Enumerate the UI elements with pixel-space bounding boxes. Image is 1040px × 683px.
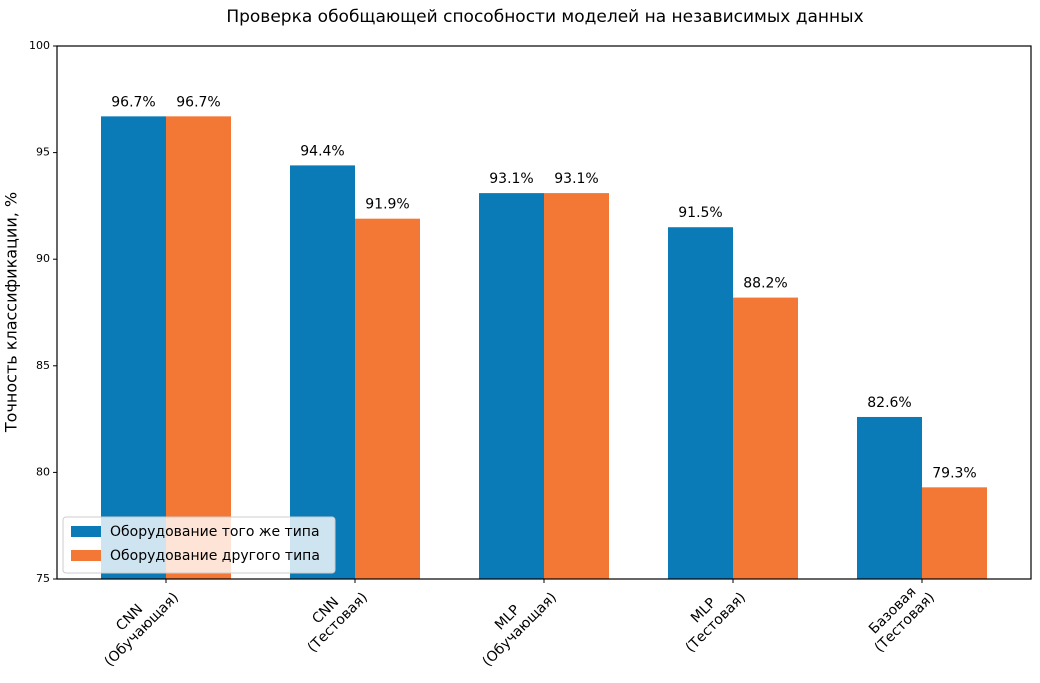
value-label: 88.2% xyxy=(743,276,787,292)
bar xyxy=(290,165,355,579)
bar xyxy=(668,227,733,579)
bar xyxy=(857,416,922,579)
legend-swatch xyxy=(71,550,101,561)
bar xyxy=(166,116,231,579)
value-label: 93.1% xyxy=(554,171,598,187)
x-tick-label-group: CNN(Тестовая) xyxy=(305,590,371,656)
x-tick-label-group: MLP(Тестовая) xyxy=(683,590,749,656)
value-label: 82.6% xyxy=(867,395,911,411)
x-tick-label-group: MLP(Обучающая) xyxy=(480,590,560,670)
x-tick-label: (Тестовая) xyxy=(305,590,371,656)
legend-label: Оборудование того же типа xyxy=(110,524,320,540)
bar xyxy=(544,193,609,579)
bar xyxy=(479,193,544,579)
bar xyxy=(733,297,798,579)
y-tick-label: 80 xyxy=(36,465,50,478)
bar xyxy=(922,487,987,579)
y-tick-label: 90 xyxy=(36,252,50,265)
bar xyxy=(101,116,166,579)
y-tick-label: 75 xyxy=(36,572,50,585)
value-label: 91.9% xyxy=(365,197,409,213)
legend-label: Оборудование другого типа xyxy=(110,548,320,564)
legend-swatch xyxy=(71,526,101,537)
value-label: 96.7% xyxy=(111,94,155,110)
y-tick-label: 85 xyxy=(36,359,50,372)
x-tick-label: (Обучающая) xyxy=(102,590,182,670)
x-tick-label-group: CNN(Обучающая) xyxy=(102,590,182,670)
y-tick-label: 100 xyxy=(29,39,50,52)
chart-title: Проверка обобщающей способности моделей … xyxy=(226,7,863,27)
value-label: 93.1% xyxy=(489,171,533,187)
y-axis-label: Точность классификации, % xyxy=(2,192,21,433)
y-tick-label: 95 xyxy=(36,146,50,159)
x-tick-label-group: Базовая(Тестовая) xyxy=(866,584,938,656)
value-label: 79.3% xyxy=(932,465,976,481)
legend-box xyxy=(62,516,336,574)
value-label: 94.4% xyxy=(300,143,344,159)
bar xyxy=(355,218,420,579)
value-label: 96.7% xyxy=(176,94,220,110)
plot-frame xyxy=(56,45,1032,580)
x-tick-label: (Обучающая) xyxy=(480,590,560,670)
x-tick-label: (Тестовая) xyxy=(683,590,749,656)
value-label: 91.5% xyxy=(678,205,722,221)
